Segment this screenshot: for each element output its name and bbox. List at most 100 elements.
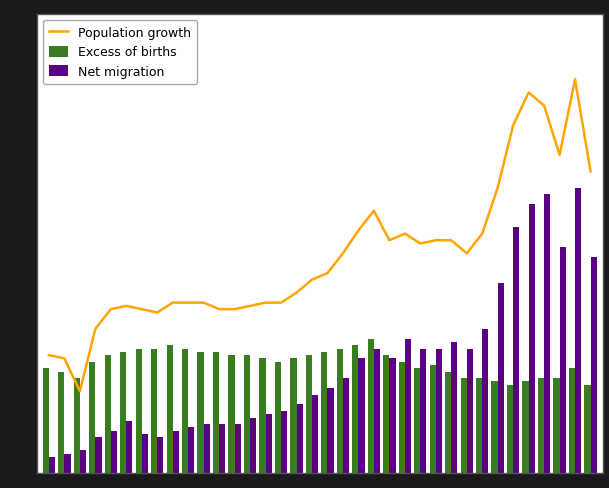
- Bar: [219, 424, 225, 473]
- Bar: [166, 346, 173, 473]
- Bar: [312, 395, 318, 473]
- Bar: [482, 329, 488, 473]
- Bar: [498, 284, 504, 473]
- Bar: [460, 378, 466, 473]
- Population growth: [339, 251, 347, 257]
- Bar: [111, 431, 117, 473]
- Bar: [49, 457, 55, 473]
- Population growth: [216, 306, 223, 312]
- Bar: [58, 372, 65, 473]
- Bar: [228, 355, 234, 473]
- Population growth: [587, 169, 594, 175]
- Bar: [529, 204, 535, 473]
- Bar: [259, 359, 266, 473]
- Bar: [322, 352, 328, 473]
- Bar: [420, 349, 426, 473]
- Population growth: [308, 277, 315, 283]
- Bar: [120, 352, 126, 473]
- Bar: [65, 454, 71, 473]
- Population growth: [262, 300, 269, 306]
- Bar: [523, 382, 529, 473]
- Bar: [142, 434, 148, 473]
- Bar: [405, 339, 411, 473]
- Bar: [234, 424, 241, 473]
- Bar: [389, 359, 396, 473]
- Bar: [96, 437, 102, 473]
- Bar: [451, 342, 457, 473]
- Bar: [266, 414, 272, 473]
- Population growth: [293, 290, 300, 296]
- Bar: [560, 247, 566, 473]
- Bar: [328, 388, 334, 473]
- Bar: [359, 359, 365, 473]
- Bar: [182, 349, 188, 473]
- Bar: [275, 362, 281, 473]
- Population growth: [107, 306, 114, 312]
- Bar: [126, 421, 133, 473]
- Bar: [445, 372, 451, 473]
- Bar: [203, 424, 210, 473]
- Population growth: [122, 304, 130, 309]
- Population growth: [432, 238, 440, 244]
- Bar: [352, 346, 359, 473]
- Bar: [554, 378, 560, 473]
- Population growth: [169, 300, 177, 306]
- Bar: [476, 378, 482, 473]
- Population growth: [61, 356, 68, 362]
- Bar: [89, 362, 96, 473]
- Bar: [337, 349, 343, 473]
- Population growth: [355, 228, 362, 234]
- Population growth: [494, 185, 501, 191]
- Population growth: [277, 300, 284, 306]
- Bar: [585, 385, 591, 473]
- Bar: [513, 227, 519, 473]
- Bar: [250, 418, 256, 473]
- Population growth: [556, 153, 563, 159]
- Bar: [80, 450, 86, 473]
- Bar: [197, 352, 203, 473]
- Bar: [74, 378, 80, 473]
- Population growth: [76, 388, 83, 394]
- Bar: [414, 368, 420, 473]
- Bar: [136, 349, 142, 473]
- Bar: [281, 411, 287, 473]
- Bar: [188, 427, 194, 473]
- Bar: [173, 431, 179, 473]
- Population growth: [385, 238, 393, 244]
- Population growth: [153, 310, 161, 316]
- Population growth: [92, 326, 99, 332]
- Bar: [343, 378, 349, 473]
- Bar: [297, 405, 303, 473]
- Bar: [575, 188, 581, 473]
- Bar: [491, 382, 498, 473]
- Bar: [306, 355, 312, 473]
- Bar: [43, 368, 49, 473]
- Bar: [290, 359, 297, 473]
- Population growth: [185, 300, 192, 306]
- Line: Population growth: Population growth: [49, 80, 591, 391]
- Bar: [466, 349, 473, 473]
- Bar: [157, 437, 163, 473]
- Population growth: [45, 352, 52, 358]
- Legend: Population growth, Excess of births, Net migration: Population growth, Excess of births, Net…: [43, 21, 197, 85]
- Bar: [368, 339, 374, 473]
- Bar: [105, 355, 111, 473]
- Population growth: [138, 306, 146, 312]
- Bar: [544, 195, 551, 473]
- Population growth: [417, 241, 424, 247]
- Bar: [151, 349, 157, 473]
- Bar: [383, 355, 389, 473]
- Population growth: [324, 270, 331, 276]
- Population growth: [540, 103, 547, 109]
- Population growth: [247, 304, 254, 309]
- Population growth: [200, 300, 207, 306]
- Population growth: [401, 231, 409, 237]
- Bar: [374, 349, 380, 473]
- Population growth: [479, 231, 486, 237]
- Population growth: [463, 251, 470, 257]
- Population growth: [370, 208, 378, 214]
- Bar: [591, 257, 597, 473]
- Bar: [244, 355, 250, 473]
- Population growth: [448, 238, 455, 244]
- Bar: [213, 352, 219, 473]
